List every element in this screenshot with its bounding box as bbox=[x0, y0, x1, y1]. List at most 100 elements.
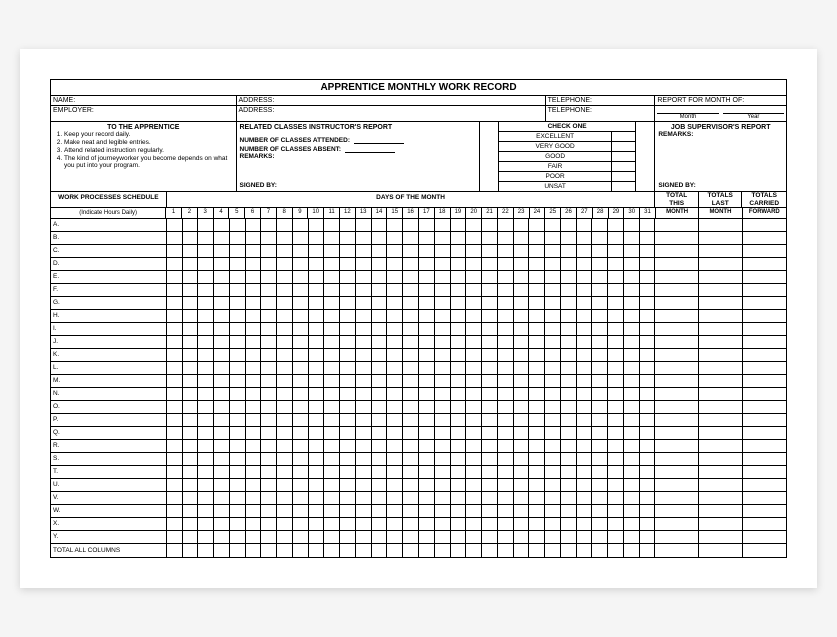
hour-cell[interactable] bbox=[183, 336, 199, 348]
hour-cell[interactable] bbox=[498, 388, 514, 400]
hour-cell[interactable] bbox=[529, 258, 545, 270]
hour-cell[interactable] bbox=[577, 297, 593, 309]
hour-cell[interactable] bbox=[529, 323, 545, 335]
hour-cell[interactable] bbox=[261, 297, 277, 309]
hour-cell[interactable] bbox=[214, 531, 230, 543]
hour-cell[interactable] bbox=[624, 375, 640, 387]
hour-cell[interactable] bbox=[277, 245, 293, 257]
hour-cell[interactable] bbox=[435, 531, 451, 543]
hour-cell[interactable] bbox=[403, 271, 419, 283]
hour-cell[interactable] bbox=[608, 427, 624, 439]
hour-cell[interactable] bbox=[529, 297, 545, 309]
hour-cell[interactable] bbox=[387, 531, 403, 543]
hour-cell[interactable] bbox=[246, 284, 262, 296]
hour-cell[interactable] bbox=[498, 271, 514, 283]
hour-cell[interactable] bbox=[198, 271, 214, 283]
hour-cell[interactable] bbox=[561, 440, 577, 452]
hour-cell[interactable] bbox=[246, 414, 262, 426]
hour-cell[interactable] bbox=[419, 349, 435, 361]
hour-cell[interactable] bbox=[451, 336, 467, 348]
hour-cell[interactable] bbox=[293, 492, 309, 504]
hour-cell[interactable] bbox=[498, 362, 514, 374]
hour-cell[interactable] bbox=[577, 310, 593, 322]
hour-cell[interactable] bbox=[198, 375, 214, 387]
hour-cell[interactable] bbox=[451, 219, 467, 231]
hour-cell[interactable] bbox=[545, 297, 561, 309]
hour-cell[interactable] bbox=[387, 362, 403, 374]
hour-cell[interactable] bbox=[608, 323, 624, 335]
hour-cell[interactable] bbox=[608, 505, 624, 517]
hour-cell[interactable] bbox=[545, 232, 561, 244]
hour-cell[interactable] bbox=[608, 453, 624, 465]
hour-cell[interactable] bbox=[230, 479, 246, 491]
hour-cell[interactable] bbox=[577, 466, 593, 478]
hour-cell[interactable] bbox=[577, 284, 593, 296]
hour-cell[interactable] bbox=[624, 271, 640, 283]
hour-cell[interactable] bbox=[167, 479, 183, 491]
hour-cell[interactable] bbox=[482, 479, 498, 491]
hour-cell[interactable] bbox=[640, 544, 656, 557]
hour-cell[interactable] bbox=[624, 427, 640, 439]
hour-cell[interactable] bbox=[561, 297, 577, 309]
hour-cell[interactable] bbox=[419, 492, 435, 504]
hour-cell[interactable] bbox=[403, 232, 419, 244]
hour-cell[interactable] bbox=[324, 479, 340, 491]
hour-cell[interactable] bbox=[403, 440, 419, 452]
hour-cell[interactable] bbox=[403, 518, 419, 530]
hour-cell[interactable] bbox=[293, 375, 309, 387]
hour-cell[interactable] bbox=[435, 232, 451, 244]
hour-cell[interactable] bbox=[498, 414, 514, 426]
hour-cell[interactable] bbox=[340, 427, 356, 439]
hour-cell[interactable] bbox=[561, 453, 577, 465]
hour-cell[interactable] bbox=[183, 505, 199, 517]
hour-cell[interactable] bbox=[261, 544, 277, 557]
hour-cell[interactable] bbox=[387, 518, 403, 530]
hour-cell[interactable] bbox=[230, 310, 246, 322]
hour-cell[interactable] bbox=[514, 284, 530, 296]
hour-cell[interactable] bbox=[561, 479, 577, 491]
hour-cell[interactable] bbox=[372, 362, 388, 374]
hour-cell[interactable] bbox=[498, 323, 514, 335]
hour-cell[interactable] bbox=[261, 336, 277, 348]
hour-cell[interactable] bbox=[214, 492, 230, 504]
hour-cell[interactable] bbox=[309, 492, 325, 504]
hour-cell[interactable] bbox=[167, 297, 183, 309]
hour-cell[interactable] bbox=[482, 310, 498, 322]
hour-cell[interactable] bbox=[293, 284, 309, 296]
hour-cell[interactable] bbox=[592, 375, 608, 387]
hour-cell[interactable] bbox=[277, 544, 293, 557]
hour-cell[interactable] bbox=[498, 401, 514, 413]
hour-cell[interactable] bbox=[214, 505, 230, 517]
hour-cell[interactable] bbox=[640, 453, 656, 465]
hour-cell[interactable] bbox=[230, 258, 246, 270]
hour-cell[interactable] bbox=[640, 427, 656, 439]
hour-cell[interactable] bbox=[214, 336, 230, 348]
hour-cell[interactable] bbox=[608, 284, 624, 296]
hour-cell[interactable] bbox=[356, 544, 372, 557]
hour-cell[interactable] bbox=[309, 531, 325, 543]
hour-cell[interactable] bbox=[246, 401, 262, 413]
hour-cell[interactable] bbox=[514, 219, 530, 231]
hour-cell[interactable] bbox=[608, 466, 624, 478]
hour-cell[interactable] bbox=[498, 284, 514, 296]
hour-cell[interactable] bbox=[246, 505, 262, 517]
hour-cell[interactable] bbox=[293, 362, 309, 374]
hour-cell[interactable] bbox=[293, 466, 309, 478]
hour-cell[interactable] bbox=[309, 284, 325, 296]
hour-cell[interactable] bbox=[372, 401, 388, 413]
hour-cell[interactable] bbox=[624, 362, 640, 374]
hour-cell[interactable] bbox=[183, 466, 199, 478]
hour-cell[interactable] bbox=[498, 505, 514, 517]
hour-cell[interactable] bbox=[277, 310, 293, 322]
hour-cell[interactable] bbox=[167, 544, 183, 557]
hour-cell[interactable] bbox=[261, 245, 277, 257]
hour-cell[interactable] bbox=[624, 479, 640, 491]
hour-cell[interactable] bbox=[561, 375, 577, 387]
hour-cell[interactable] bbox=[592, 492, 608, 504]
hour-cell[interactable] bbox=[183, 375, 199, 387]
hour-cell[interactable] bbox=[624, 440, 640, 452]
hour-cell[interactable] bbox=[261, 271, 277, 283]
hour-cell[interactable] bbox=[482, 414, 498, 426]
hour-cell[interactable] bbox=[230, 323, 246, 335]
hour-cell[interactable] bbox=[309, 349, 325, 361]
